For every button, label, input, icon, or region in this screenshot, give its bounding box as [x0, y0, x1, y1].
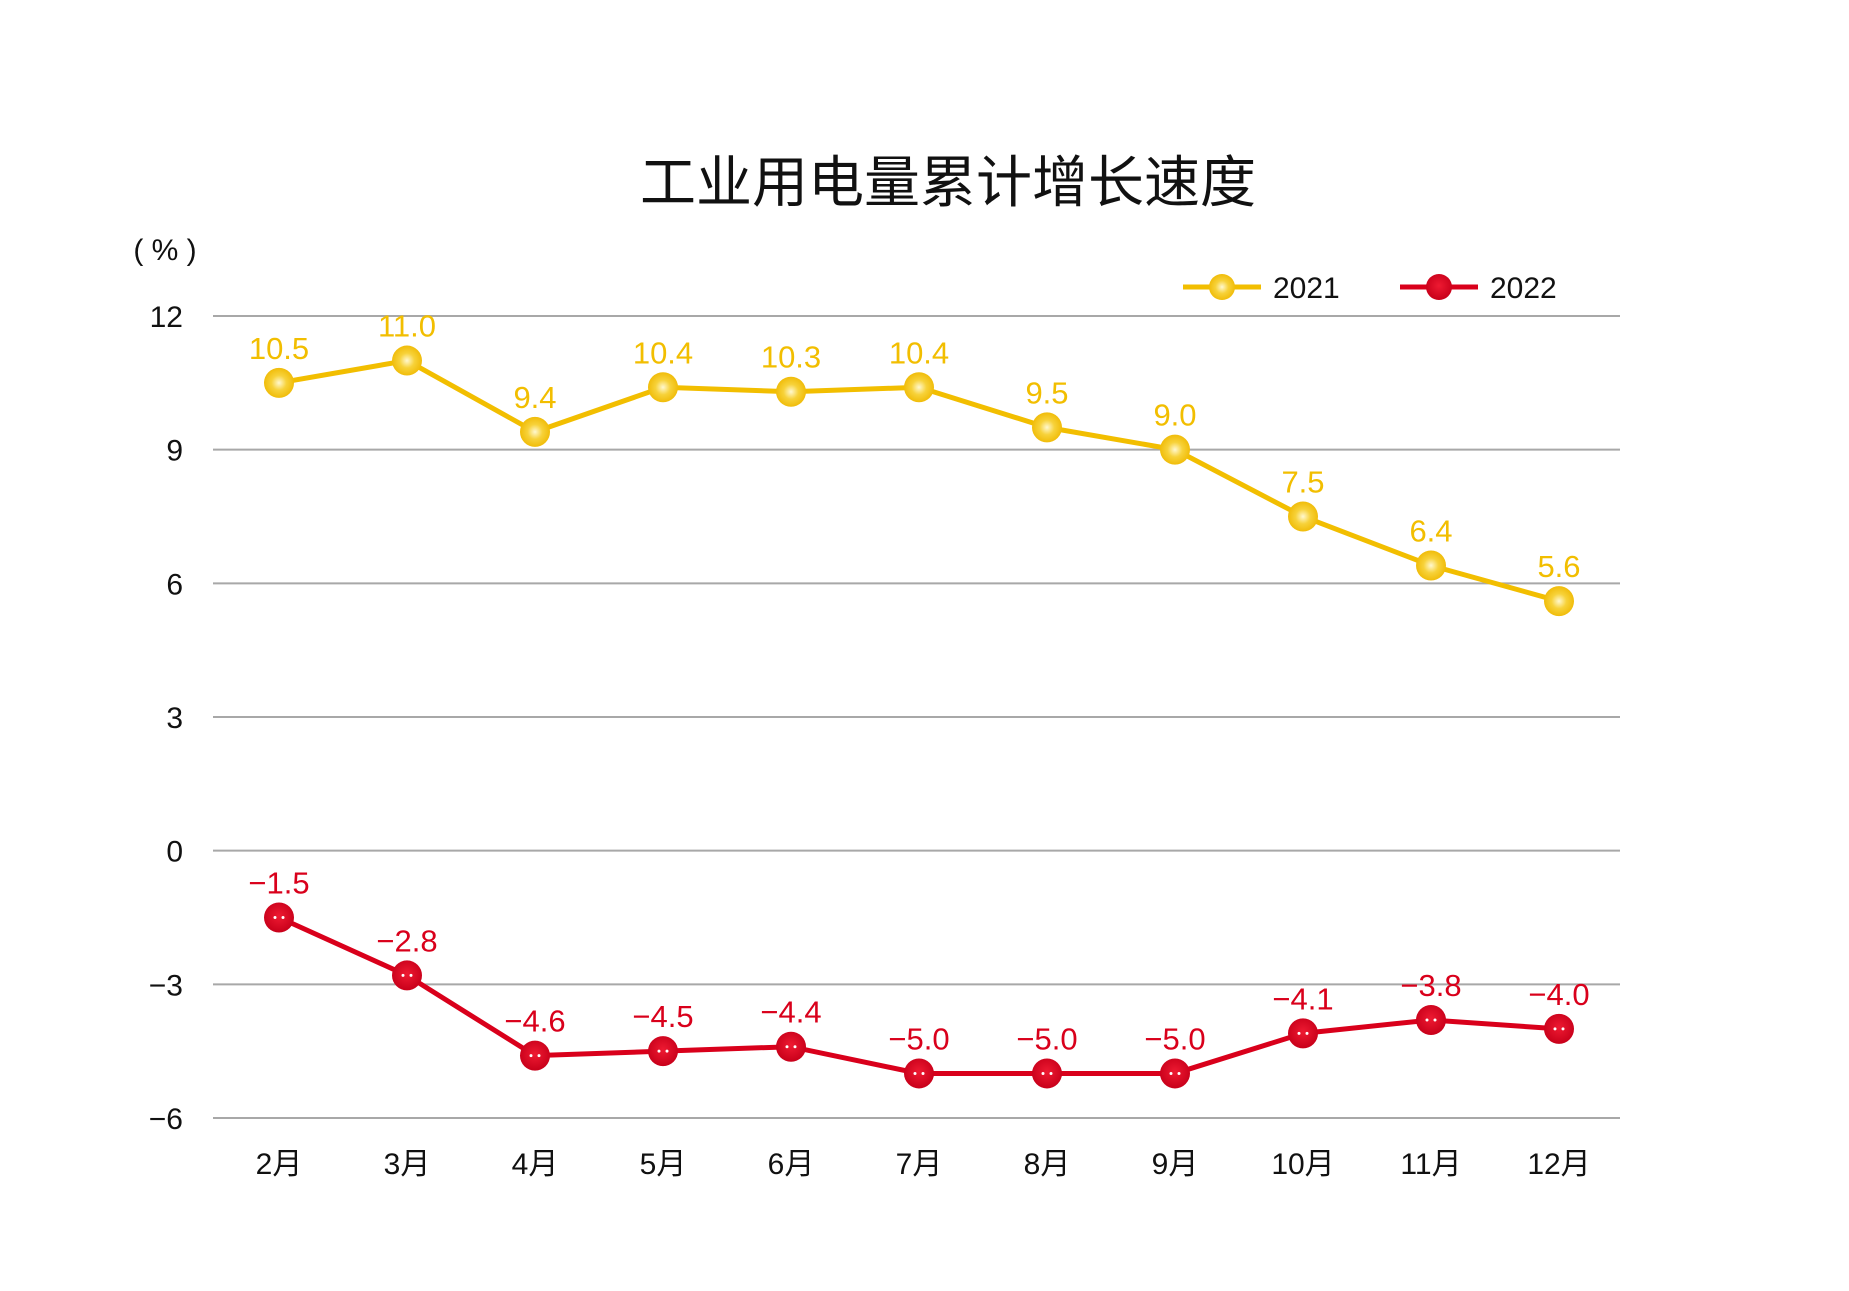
data-point	[1160, 434, 1190, 465]
data-point	[776, 1031, 806, 1062]
data-label: −5.0	[888, 1021, 949, 1056]
data-point-dot	[921, 1071, 925, 1075]
data-label: −4.6	[504, 1004, 565, 1039]
data-point	[264, 902, 294, 933]
data-point	[648, 372, 678, 403]
data-label: 10.4	[889, 335, 949, 370]
data-label: −4.0	[1528, 977, 1589, 1012]
data-label: 11.0	[378, 309, 436, 344]
data-point-dot	[1177, 1071, 1181, 1075]
data-label: 6.4	[1409, 514, 1452, 549]
data-point-dot	[1169, 1071, 1173, 1075]
legend-label: 2022	[1490, 272, 1557, 305]
series-2022: −1.5 −2.8 −4.6 −4.5 −4.4 −5.0 −5.0 −5.0 −4.1 −3.8…	[248, 866, 1590, 1089]
data-label: 5.6	[1537, 549, 1580, 584]
data-point-dot	[657, 1049, 661, 1053]
data-point	[520, 416, 550, 447]
data-point	[904, 372, 934, 403]
data-point	[392, 345, 422, 376]
x-tick-label: 4月	[512, 1148, 559, 1181]
data-point	[1544, 586, 1574, 617]
data-label: 10.3	[761, 340, 821, 375]
data-point	[904, 1058, 934, 1089]
series-2021: 10.5 11.0 9.4 10.4 10.3 10.4 9.5 9.0 7.5 6.4 5.6	[249, 309, 1581, 617]
data-point	[1544, 1013, 1574, 1044]
data-point-dot	[537, 1054, 541, 1058]
data-point	[1288, 1018, 1318, 1049]
data-label: −5.0	[1016, 1021, 1077, 1056]
data-point	[1032, 1058, 1062, 1089]
chart-title: 工业用电量累计增长速度	[640, 151, 1256, 216]
data-point-dot	[401, 973, 405, 977]
data-point-dot	[1553, 1027, 1557, 1031]
x-tick-label: 12月	[1527, 1148, 1590, 1181]
data-label: 9.0	[1153, 398, 1196, 433]
data-point-dot	[793, 1045, 797, 1049]
data-label: 10.4	[633, 335, 693, 370]
data-label: −2.8	[376, 923, 437, 958]
data-point	[1416, 550, 1446, 581]
data-point-dot	[1297, 1031, 1301, 1035]
data-point	[264, 367, 294, 398]
data-point	[648, 1036, 678, 1067]
data-label: 9.4	[513, 380, 556, 415]
legend-label: 2021	[1273, 272, 1340, 305]
data-label: 7.5	[1281, 465, 1324, 500]
data-label: −4.1	[1272, 981, 1333, 1016]
data-point	[776, 376, 806, 407]
y-tick-label: 12	[150, 301, 183, 334]
x-tick-label: 11月	[1400, 1148, 1461, 1181]
data-point-dot	[409, 973, 413, 977]
x-tick-label: 5月	[640, 1148, 687, 1181]
y-tick-label: −6	[149, 1103, 183, 1136]
data-point-dot	[273, 916, 277, 919]
legend-item-2021: 2021	[1183, 272, 1340, 305]
legend-marker	[1209, 274, 1235, 300]
data-point-dot	[1561, 1027, 1565, 1031]
data-point-dot	[913, 1071, 917, 1075]
data-point-dot	[1049, 1071, 1053, 1075]
data-point	[1032, 412, 1062, 443]
y-tick-label: 9	[166, 435, 183, 468]
data-label: 10.5	[249, 331, 309, 366]
data-point-dot	[1305, 1031, 1309, 1035]
data-point	[520, 1040, 550, 1071]
data-point-dot	[1433, 1018, 1437, 1022]
x-tick-label: 3月	[384, 1148, 431, 1181]
data-label: −1.5	[248, 866, 309, 901]
y-tick-label: −3	[149, 969, 183, 1002]
data-label: 9.5	[1025, 375, 1068, 410]
data-point	[392, 960, 422, 991]
data-point	[1160, 1058, 1190, 1089]
x-tick-label: 7月	[896, 1148, 943, 1181]
data-point-dot	[785, 1045, 789, 1049]
data-label: −4.4	[760, 995, 821, 1030]
data-point	[1416, 1004, 1446, 1035]
legend-marker	[1426, 274, 1452, 300]
y-tick-label: 6	[166, 568, 183, 601]
x-tick-label: 6月	[768, 1148, 815, 1181]
data-label: −5.0	[1144, 1021, 1205, 1056]
y-tick-label: 3	[166, 702, 183, 735]
y-tick-label: 0	[166, 836, 183, 869]
data-point-dot	[281, 916, 285, 919]
x-tick-label: 8月	[1024, 1148, 1071, 1181]
data-point	[1288, 501, 1318, 532]
legend-item-2022: 2022	[1400, 272, 1557, 305]
x-tick-label: 2月	[256, 1148, 303, 1181]
data-point-dot	[665, 1049, 669, 1053]
x-tick-label: 9月	[1152, 1148, 1199, 1181]
data-point-dot	[1425, 1018, 1429, 1022]
x-tick-label: 10月	[1271, 1148, 1334, 1181]
data-point-dot	[529, 1054, 533, 1058]
data-point-dot	[1041, 1071, 1045, 1075]
data-label: −3.8	[1400, 968, 1461, 1003]
data-label: −4.5	[632, 999, 693, 1034]
y-axis-unit: ( % )	[133, 234, 196, 267]
